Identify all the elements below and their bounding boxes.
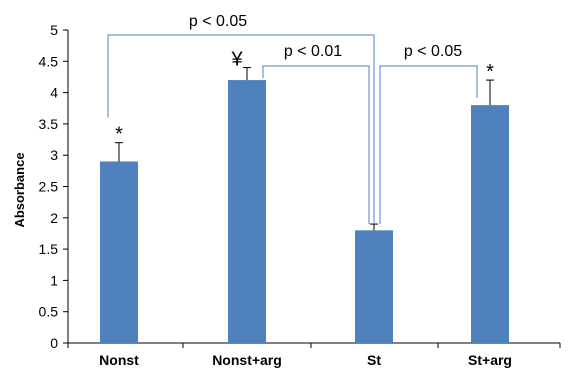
x-tick-label: St+arg (468, 352, 512, 368)
y-tick-label: 0 (50, 335, 58, 351)
x-tick-label: St (367, 352, 381, 368)
comparison-p-value: p < 0.01 (284, 43, 342, 60)
bar (355, 230, 393, 343)
x-tick-label: Nonst (99, 352, 139, 368)
significance-marker: * (486, 61, 494, 83)
comparison-bracket (262, 65, 370, 225)
bar (100, 161, 138, 343)
x-tick-label: Nonst+arg (212, 352, 282, 368)
significance-marker: * (115, 124, 123, 146)
comparison-p-value: p < 0.05 (404, 43, 462, 60)
comparison-bracket (379, 65, 478, 225)
comparison-p-value: p < 0.05 (189, 13, 247, 30)
bar (228, 80, 266, 343)
comparison-bracket (107, 34, 375, 225)
y-tick-label: 3.5 (39, 116, 59, 132)
bars: * ¥ * (100, 49, 509, 344)
y-tick-label: 2.5 (39, 179, 59, 195)
y-tick-label: 4 (50, 85, 58, 101)
y-tick-label: 1 (50, 272, 58, 288)
y-tick-label: 3 (50, 147, 58, 163)
y-tick-label: 2 (50, 210, 58, 226)
significance-marker: ¥ (230, 49, 243, 71)
y-axis-title: Absorbance (12, 152, 27, 227)
y-tick-label: 1.5 (39, 241, 59, 257)
y-tick-label: 4.5 (39, 53, 59, 69)
bar (471, 105, 509, 344)
axes: 0 0.5 1 1.5 2 2.5 3 3.5 4 4.5 5 Nonst Nonst+arg St St+… (39, 22, 561, 368)
significance-brackets: p < 0.05 p < 0.01 p < 0.05 (107, 13, 478, 225)
y-tick-label: 0.5 (39, 304, 59, 320)
y-tick-label: 5 (50, 22, 58, 38)
